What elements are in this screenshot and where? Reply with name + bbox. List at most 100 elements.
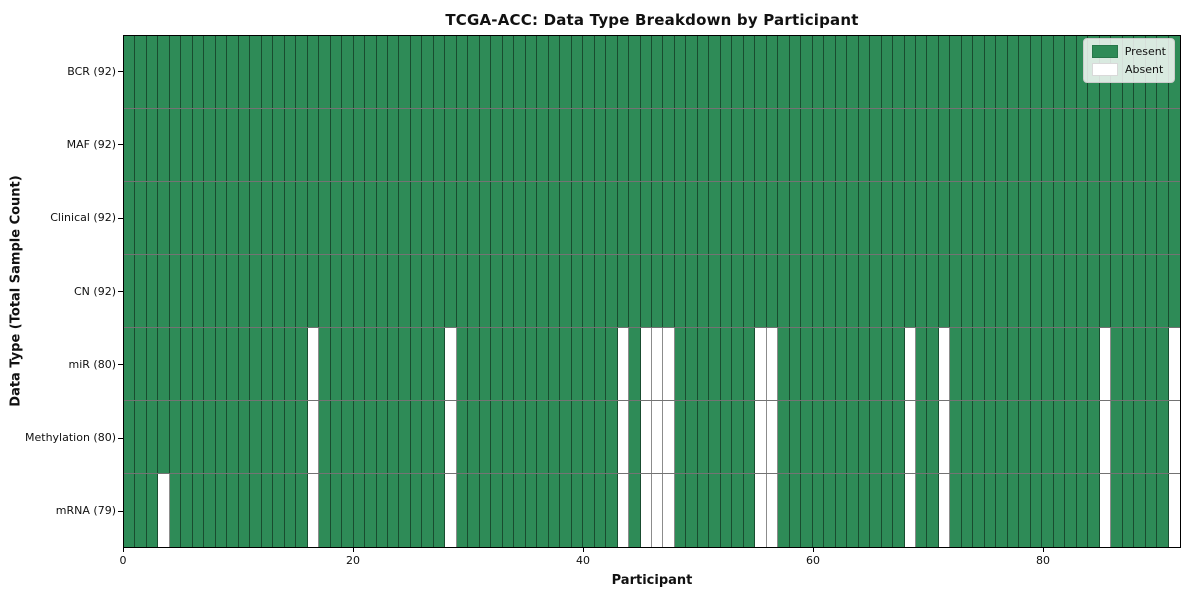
heatmap-cell	[353, 36, 366, 108]
heatmap-cell	[1111, 328, 1123, 400]
heatmap-cell	[996, 109, 1008, 181]
heatmap-cell	[1076, 182, 1089, 254]
heatmap-cell	[433, 474, 446, 547]
heatmap-cell	[410, 36, 423, 108]
heatmap-cell	[686, 36, 698, 108]
heatmap-cell	[594, 328, 607, 400]
heatmap-cell	[709, 182, 721, 254]
heatmap-cell	[124, 109, 136, 181]
heatmap-cell	[525, 328, 538, 400]
heatmap-cell	[594, 109, 607, 181]
heatmap-cell	[893, 109, 905, 181]
heatmap-cell	[881, 109, 894, 181]
heatmap-cell	[1030, 401, 1043, 473]
heatmap-cell	[732, 328, 744, 400]
heatmap-cell	[617, 36, 630, 108]
heatmap-cell	[307, 255, 320, 327]
heatmap-cell	[307, 36, 320, 108]
y-tick-mark	[118, 217, 123, 219]
heatmap-cell	[250, 109, 262, 181]
heatmap-cell	[319, 36, 331, 108]
heatmap-cell	[261, 36, 274, 108]
heatmap-cell	[319, 328, 331, 400]
heatmap-cell	[560, 255, 572, 327]
heatmap-cell	[124, 401, 136, 473]
heatmap-cell	[330, 474, 343, 547]
heatmap-cell	[1157, 474, 1169, 547]
heatmap-cell	[548, 474, 561, 547]
heatmap-cell	[1007, 474, 1020, 547]
heatmap-cell	[938, 109, 951, 181]
heatmap-cell	[422, 328, 434, 400]
heatmap-cell	[858, 109, 871, 181]
heatmap-cell	[996, 36, 1008, 108]
heatmap-cell	[238, 328, 251, 400]
heatmap-cell	[307, 474, 320, 547]
heatmap-cell	[594, 401, 607, 473]
heatmap-cell	[169, 474, 182, 547]
heatmap-cell	[720, 328, 733, 400]
heatmap-cell	[697, 328, 710, 400]
heatmap-cell	[410, 182, 423, 254]
heatmap-cell	[124, 474, 136, 547]
heatmap-cell	[789, 182, 802, 254]
heatmap-cell	[996, 474, 1008, 547]
heatmap-cell	[835, 474, 848, 547]
heatmap-cell	[525, 474, 538, 547]
heatmap-cell	[766, 255, 779, 327]
heatmap-cell	[652, 401, 664, 473]
heatmap-cell	[261, 328, 274, 400]
heatmap-cell	[181, 328, 193, 400]
heatmap-cell	[1099, 255, 1112, 327]
heatmap-cell	[938, 255, 951, 327]
heatmap-cell	[663, 328, 675, 400]
heatmap-cell	[904, 182, 916, 254]
heatmap-cell	[1053, 474, 1066, 547]
heatmap-cell	[135, 255, 147, 327]
heatmap-cell	[961, 255, 974, 327]
heatmap-cell	[950, 474, 962, 547]
heatmap-cell	[192, 36, 205, 108]
heatmap-cell	[640, 109, 652, 181]
heatmap-cell	[766, 182, 779, 254]
heatmap-cell	[709, 36, 721, 108]
heatmap-cell	[801, 182, 813, 254]
heatmap-cell	[192, 328, 205, 400]
heatmap-cell	[296, 474, 308, 547]
heatmap-cell	[1019, 401, 1031, 473]
legend-label-present: Present	[1124, 45, 1166, 58]
heatmap-cell	[950, 36, 962, 108]
legend-item-absent: Absent	[1092, 63, 1166, 76]
heatmap-cell	[1088, 328, 1100, 400]
heatmap-cell	[984, 182, 997, 254]
heatmap-cell	[319, 474, 331, 547]
heatmap-cell	[663, 401, 675, 473]
heatmap-cell	[858, 328, 871, 400]
heatmap-cell	[514, 328, 526, 400]
heatmap-cell	[663, 255, 675, 327]
heatmap-cell	[215, 255, 228, 327]
y-tick-label: Methylation (80)	[25, 431, 116, 445]
heatmap-cell	[468, 255, 480, 327]
heatmap-cell	[824, 255, 836, 327]
heatmap-cell	[307, 182, 320, 254]
heatmap-cell	[812, 401, 825, 473]
heatmap-cell	[697, 36, 710, 108]
heatmap-cell	[514, 36, 526, 108]
heatmap-cell	[938, 182, 951, 254]
heatmap-cell	[491, 328, 503, 400]
heatmap-cell	[984, 255, 997, 327]
heatmap-cell	[938, 474, 951, 547]
heatmap-cell	[950, 255, 962, 327]
heatmap-cell	[961, 474, 974, 547]
heatmap-cell	[1111, 255, 1123, 327]
heatmap-cell	[812, 109, 825, 181]
heatmap-cell	[629, 182, 641, 254]
y-tick-mark	[118, 364, 123, 366]
heatmap-cell	[215, 182, 228, 254]
heatmap-cell	[135, 401, 147, 473]
heatmap-cell	[146, 401, 159, 473]
heatmap-cell	[652, 328, 664, 400]
heatmap-cell	[927, 328, 939, 400]
heatmap-cell	[261, 401, 274, 473]
